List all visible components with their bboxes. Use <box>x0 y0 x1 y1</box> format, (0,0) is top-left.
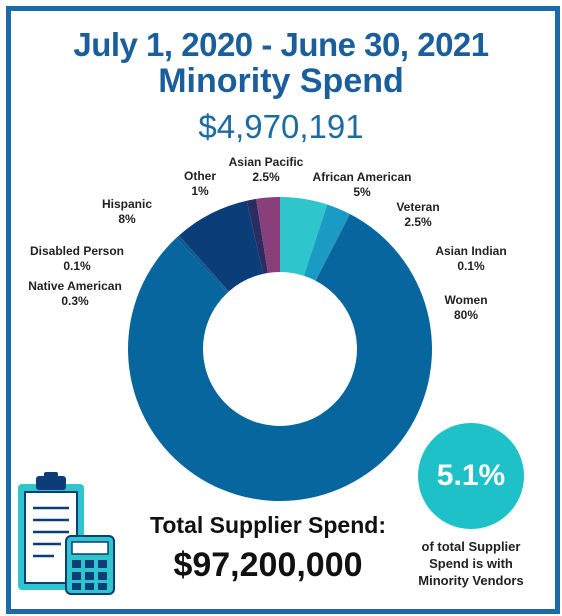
minority-spend-amount: $4,970,191 <box>198 108 364 145</box>
slice-label-asian-pacific: Asian Pacific 2.5% <box>229 155 304 184</box>
slice-label-disabled-person: Disabled Person 0.1% <box>30 244 124 273</box>
badge-caption-line: Spend is with <box>429 556 513 571</box>
slice-african-american <box>280 197 328 276</box>
slice-women <box>127 214 432 502</box>
title-main: Minority Spend <box>158 62 404 100</box>
slice-disabled-person <box>178 235 229 292</box>
badge-caption-line: Minority Vendors <box>418 573 524 588</box>
badge-caption: of total Supplier Spend is with Minority… <box>396 538 546 589</box>
slice-veteran <box>303 204 350 281</box>
slice-label-veteran: Veteran 2.5% <box>396 200 439 229</box>
slice-native-american <box>176 235 229 293</box>
slice-asian-pacific <box>256 197 280 273</box>
slice-label-asian-indian: Asian Indian 0.1% <box>435 244 506 273</box>
slice-other <box>246 198 268 274</box>
badge-caption-line: of total Supplier <box>421 539 521 554</box>
percentage-badge: 5.1% <box>418 423 524 529</box>
clipboard-calculator-icon <box>18 472 115 595</box>
total-spend-label: Total Supplier Spend: <box>150 512 386 538</box>
slice-label-other: Other 1% <box>184 169 216 198</box>
slice-hispanic <box>179 200 264 292</box>
slice-label-women: Women 80% <box>444 293 487 322</box>
slice-label-african-american: African American 5% <box>313 170 412 199</box>
slice-label-hispanic: Hispanic 8% <box>102 197 152 226</box>
total-spend-value: $97,200,000 <box>173 546 363 584</box>
slice-asian-indian <box>315 213 351 281</box>
title-dates: July 1, 2020 - June 30, 2021 <box>73 26 489 63</box>
slice-label-native-american: Native American 0.3% <box>28 279 122 308</box>
calculator-icon <box>65 535 115 595</box>
